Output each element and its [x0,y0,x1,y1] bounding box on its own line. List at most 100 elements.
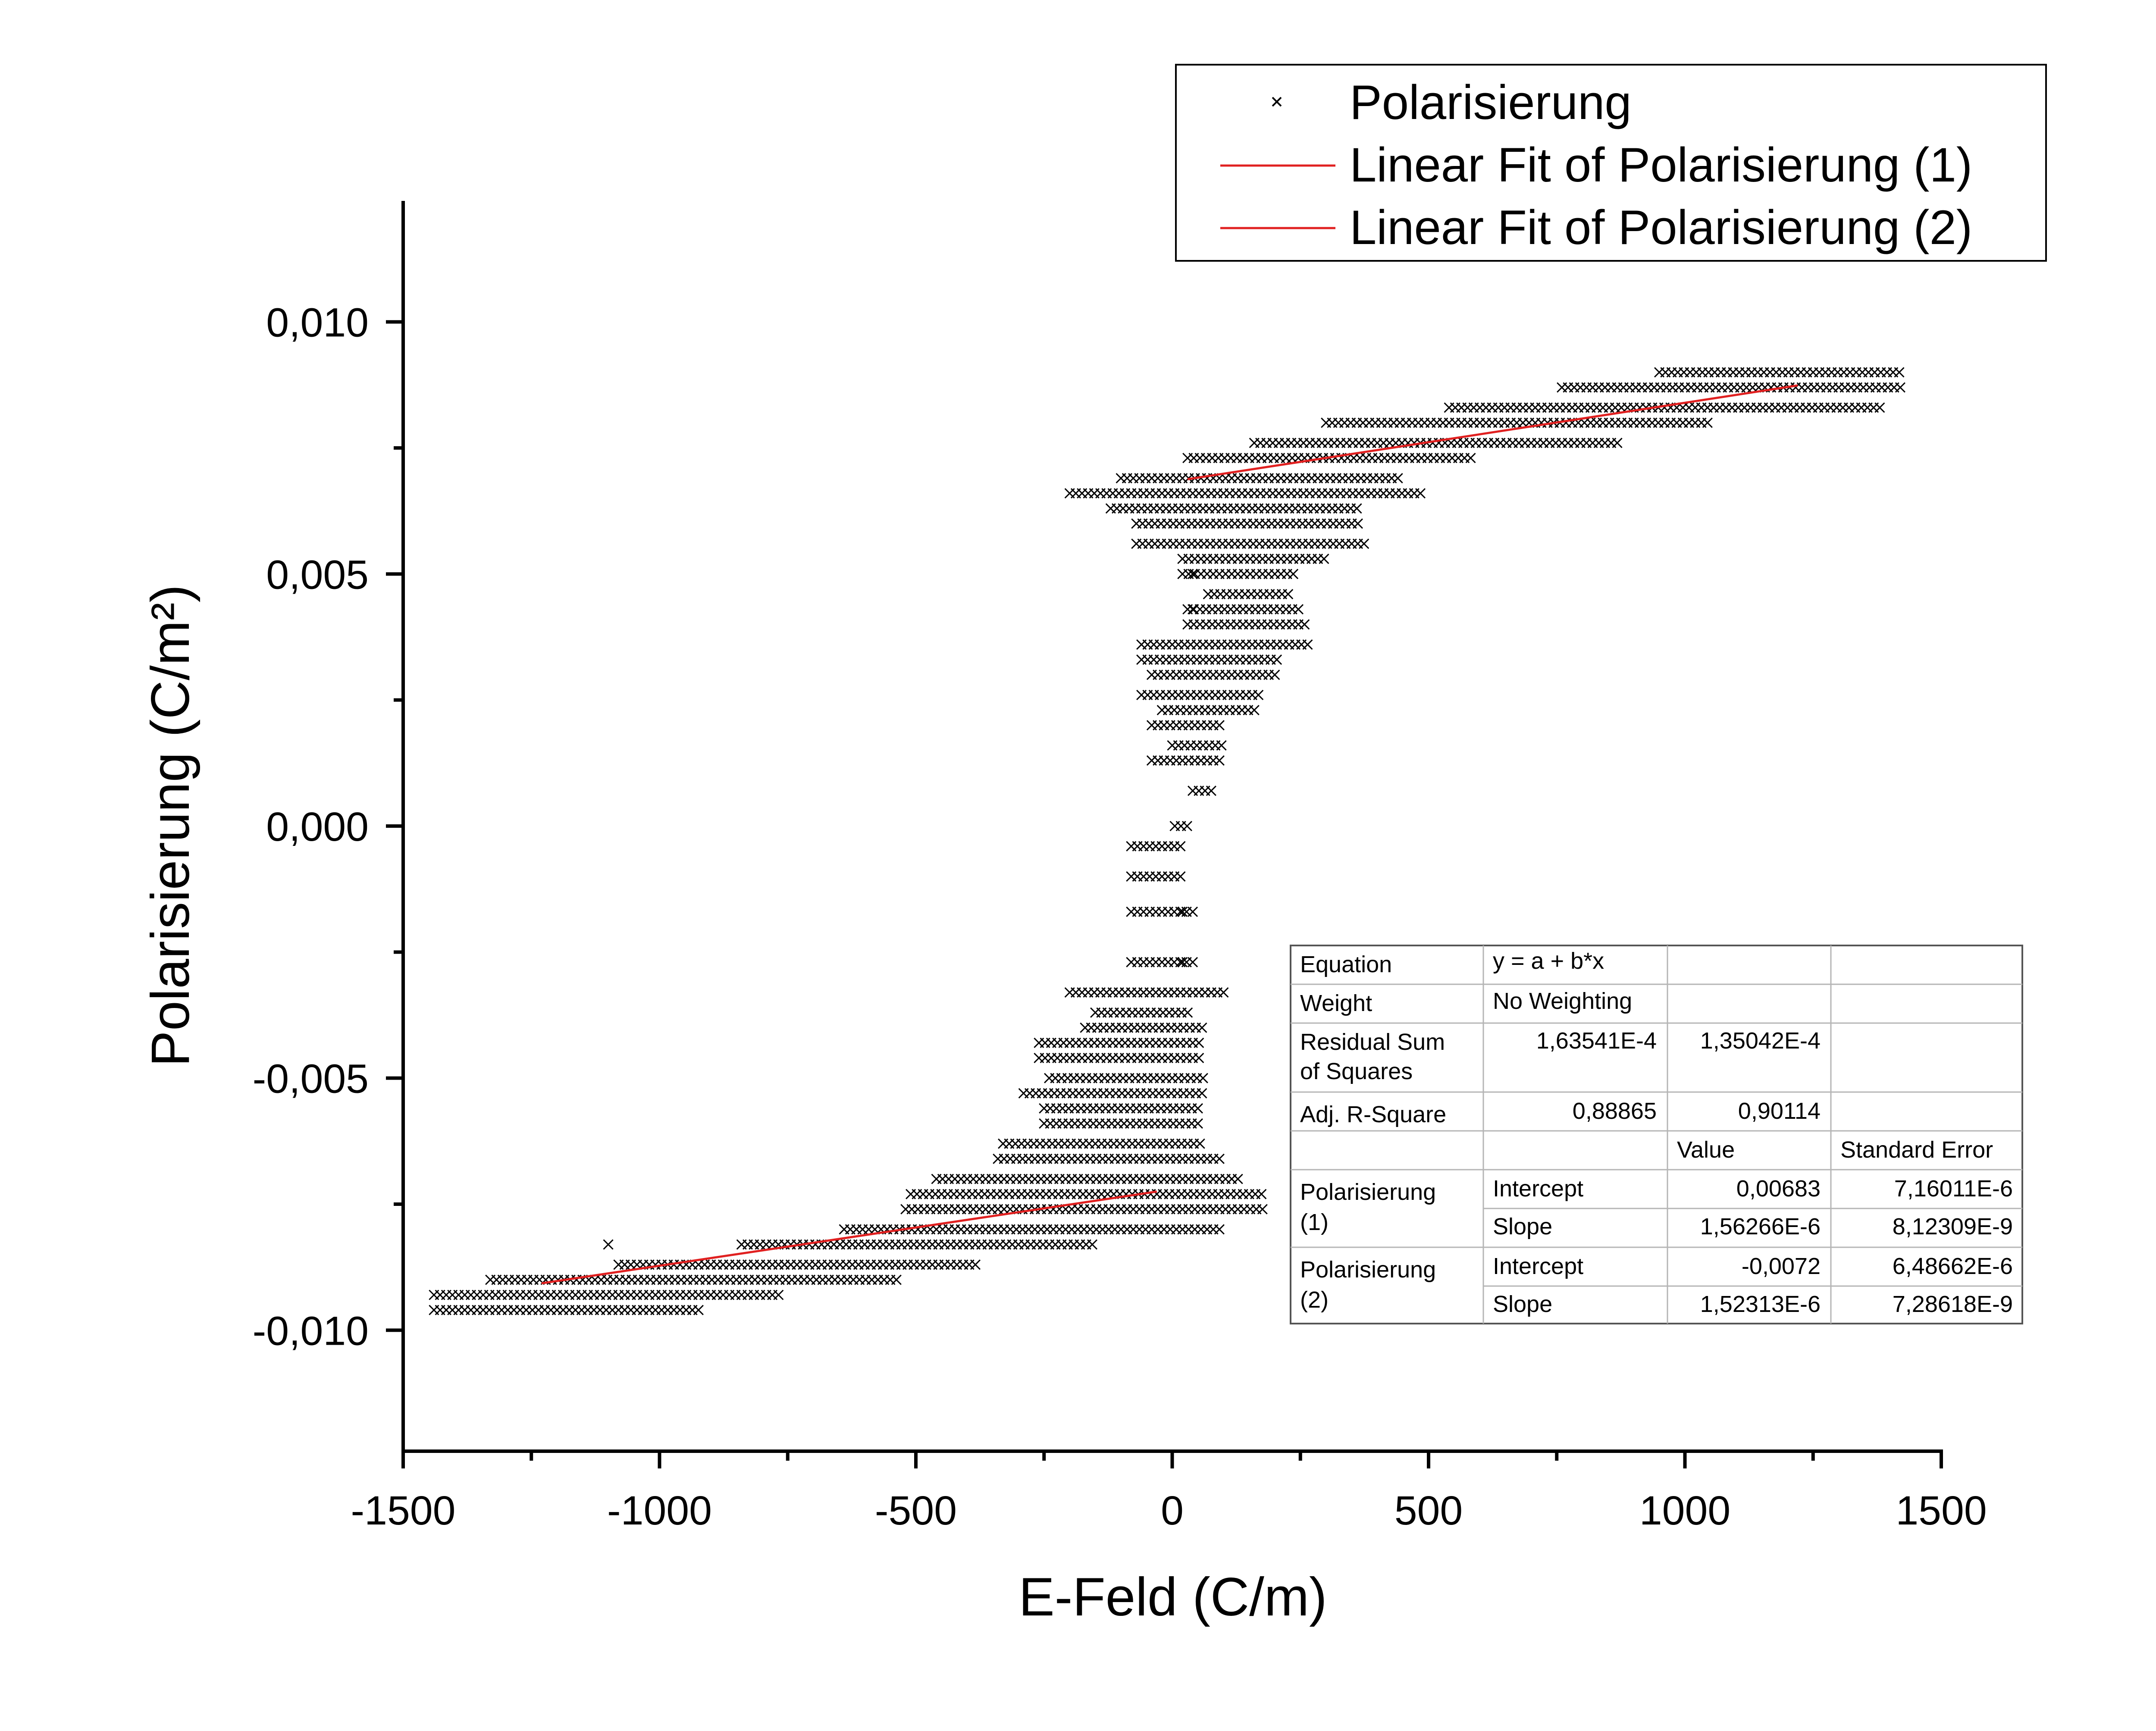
x-tick-label: -1500 [351,1488,456,1534]
data-point [1194,1052,1204,1063]
data-point [1302,639,1313,650]
data-point [1197,1073,1208,1083]
table-group-1-intercept-value: 0,00683 [1736,1176,1821,1202]
data-point [1283,589,1294,600]
data-point [1216,740,1227,751]
x-axis-ticks: -1500 -1000 -500 0 500 1000 1500 [351,1451,1987,1534]
data-point [1288,569,1299,579]
legend-label-fit-1: Linear Fit of Polarisierung (1) [1350,138,1972,192]
data-point [603,1239,614,1250]
data-point [1214,1224,1225,1235]
data-point [1192,1103,1203,1114]
data-points [429,367,1905,1315]
data-point [1194,1138,1205,1149]
data-point [1271,654,1282,665]
table-group-2-intercept-label: Intercept [1493,1253,1583,1279]
data-point [1192,1118,1203,1129]
data-point [1359,538,1369,549]
table-adj-r-square-2: 0,90114 [1738,1098,1821,1124]
data-point [1392,473,1403,484]
data-point [1206,786,1216,796]
data-point [1874,402,1885,413]
data-point [1465,453,1476,463]
data-point [1187,604,1198,615]
table-group-1-name-line2: (1) [1300,1209,1329,1235]
legend-item-fit-1: Linear Fit of Polarisierung (1) [1220,138,1972,192]
legend-label-fit-2: Linear Fit of Polarisierung (2) [1350,200,1972,254]
data-point [1249,704,1260,716]
data-point [1702,417,1713,428]
data-point [1197,1088,1207,1099]
data-point [773,1290,784,1300]
table-header-value: Value [1677,1137,1735,1163]
data-point [1612,438,1623,448]
table-grid [1291,945,2022,1324]
table-group-2-slope-label: Slope [1493,1291,1552,1317]
table-group-1-slope-stderr: 8,12309E-9 [1893,1214,2013,1240]
x-tick-label: 1000 [1639,1488,1730,1534]
data-point [1218,987,1229,998]
data-point [1352,518,1363,529]
data-point [1269,670,1280,680]
data-point [1257,1204,1268,1215]
x-tick-label: 1500 [1896,1488,1987,1534]
table-equation-value: y = a + b*x [1493,948,1604,974]
data-point [1194,1037,1204,1048]
fit-line-1 [1187,384,1798,480]
fit-lines [541,384,1798,1285]
table-group-1-name-line1: Polarisierung [1300,1179,1436,1205]
data-point [1177,906,1188,917]
y-tick-label: -0,005 [253,1056,369,1102]
table-group-2-name-line1: Polarisierung [1300,1257,1436,1283]
data-point [891,1274,902,1285]
table-label-equation: Equation [1300,952,1392,977]
table-rss-value-1: 1,63541E-4 [1536,1028,1657,1054]
table-group-1-slope-label: Slope [1493,1214,1552,1240]
data-point [1177,957,1188,967]
table-label-rss-line1: Residual Sum [1300,1029,1445,1055]
table-group-1-intercept-stderr: 7,16011E-6 [1894,1176,2013,1202]
table-label-rss-line2: of Squares [1300,1058,1413,1084]
data-point [970,1259,981,1270]
data-point [1894,367,1905,378]
table-background [1290,945,2023,1324]
data-point [1895,382,1905,393]
table-group-2-name-line2: (2) [1300,1287,1329,1313]
table-group-2-intercept-value: -0,0072 [1742,1253,1821,1279]
x-tick-label: 500 [1395,1488,1463,1534]
data-point [1351,503,1362,514]
x-tick-label: -1000 [607,1488,712,1534]
y-tick-label: 0,005 [266,552,369,598]
data-point [1256,1189,1267,1199]
y-tick-label: -0,010 [253,1308,369,1354]
y-tick-label: 0,010 [266,300,369,346]
data-point [1214,755,1225,766]
data-point [1087,1239,1098,1250]
y-axis-title: Polarisierung (C/m²) [141,585,201,1067]
y-tick-label: 0,000 [266,804,369,850]
data-point [1299,619,1310,630]
table-group-2-intercept-stderr: 6,48662E-6 [1893,1253,2013,1279]
data-point [1232,1174,1243,1184]
table-label-adj-r-square: Adj. R-Square [1300,1102,1446,1127]
table-rss-value-2: 1,35042E-4 [1700,1028,1821,1054]
data-point [1175,841,1186,851]
data-point [1293,604,1304,615]
table-group-1-slope-value: 1,56266E-6 [1700,1214,1821,1240]
data-point [693,1305,704,1315]
data-point [1214,1153,1225,1164]
data-point [1187,906,1198,917]
legend-item-polarisierung: Polarisierung [1272,75,1632,129]
data-point [1181,820,1193,832]
fit-line-2 [541,1190,1157,1285]
legend: Polarisierung Linear Fit of Polarisierun… [1175,64,2047,262]
x-tick-label: -500 [875,1488,957,1534]
data-point [1182,1007,1193,1018]
table-group-2-slope-stderr: 7,28618E-9 [1893,1291,2013,1317]
table-group-1-intercept-label: Intercept [1493,1176,1583,1202]
data-point [1197,1022,1207,1033]
x-tick-label: 0 [1161,1488,1184,1534]
legend-marker-x [1272,97,1282,107]
table-label-weight: Weight [1300,990,1372,1016]
